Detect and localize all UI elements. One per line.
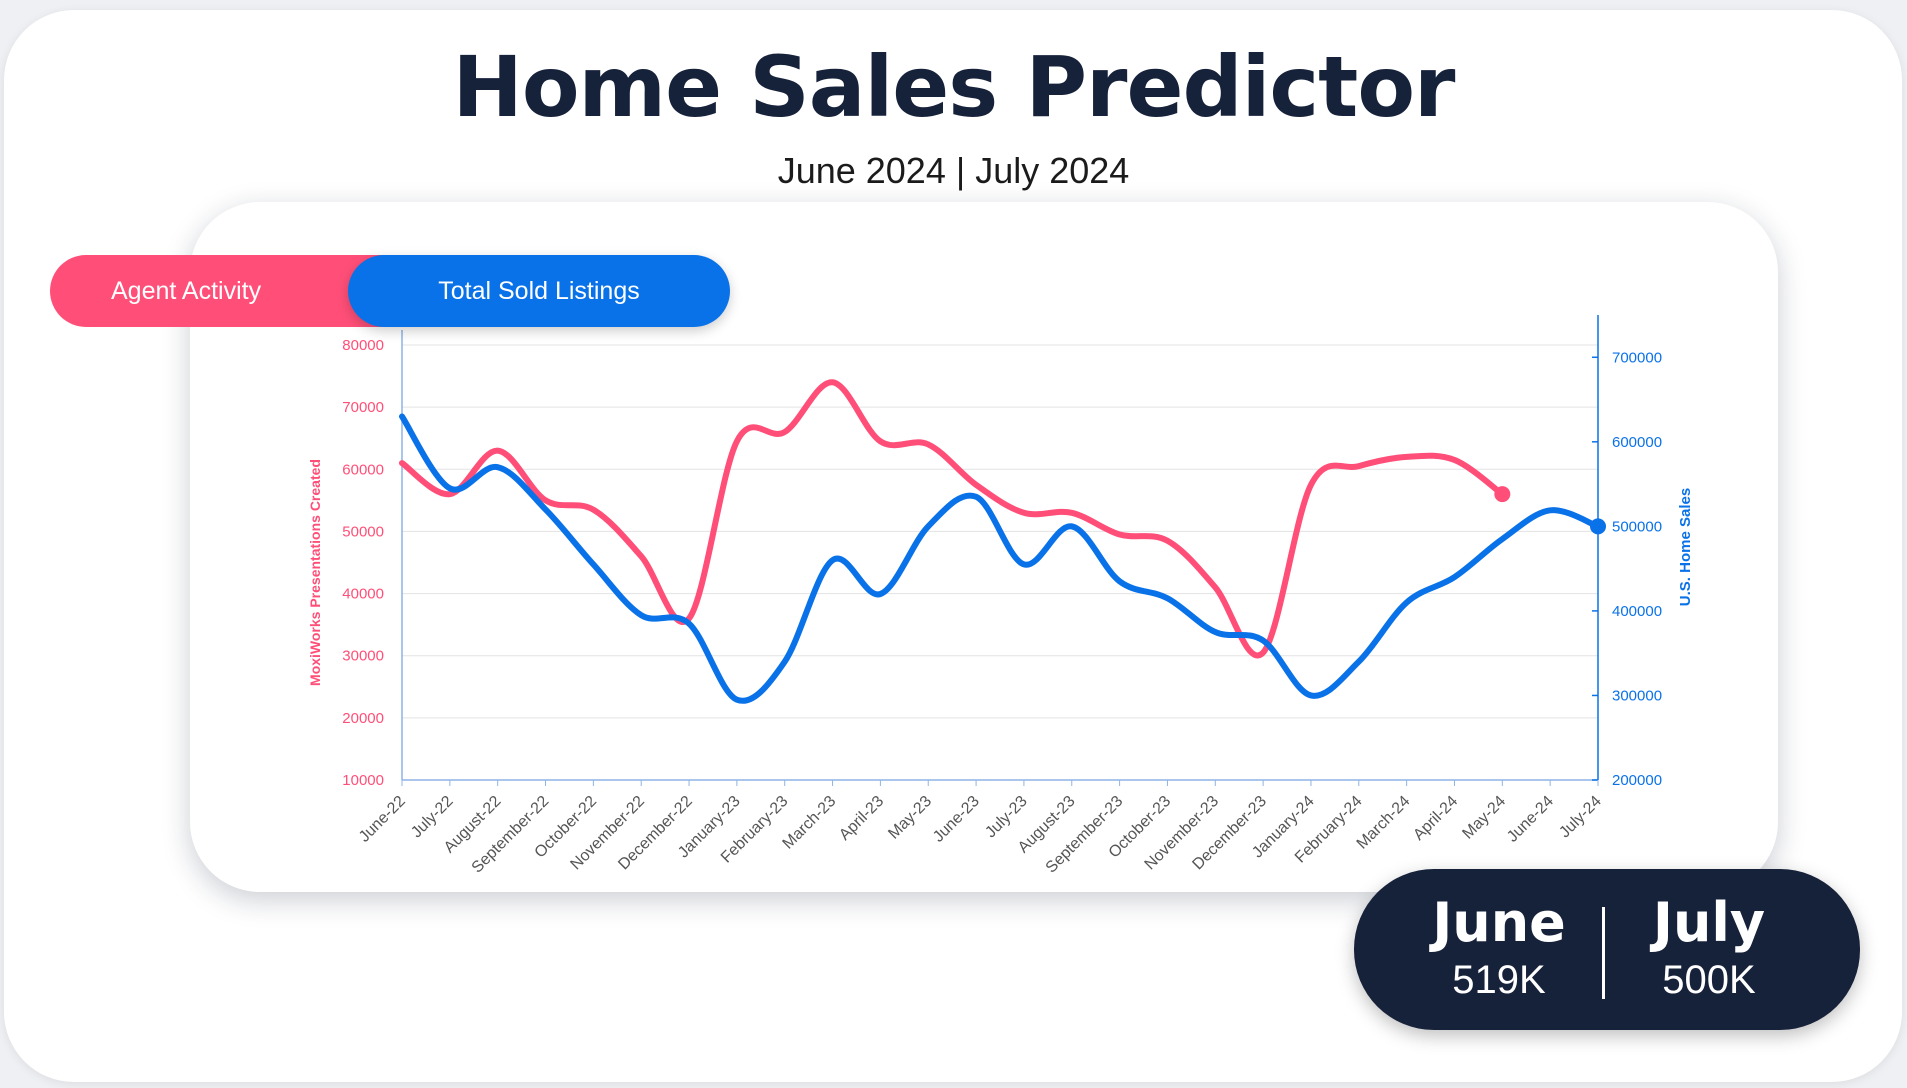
x-tick-label: March-23 (780, 793, 840, 853)
x-tick-label: July-24 (1556, 793, 1605, 842)
x-tick-label: May-24 (1459, 793, 1509, 843)
left-tick-label: 80000 (342, 337, 384, 354)
x-tick-label: July-22 (408, 793, 457, 842)
right-tick-label: 700000 (1612, 349, 1662, 366)
x-tick-label: May-23 (885, 793, 935, 843)
x-tick-label: June-24 (1504, 793, 1557, 846)
x-tick-label: June-23 (930, 793, 983, 846)
right-tick-label: 300000 (1612, 687, 1662, 704)
presentations-series-line (399, 379, 1506, 659)
left-tick-label: 40000 (342, 586, 384, 603)
home-sales-end-point (1590, 518, 1606, 535)
x-tick-label: April-23 (836, 793, 887, 844)
left-tick-label: 70000 (342, 399, 384, 416)
summary-divider (1602, 907, 1605, 999)
july-forecast: July 500K (1594, 891, 1824, 1005)
x-tick-label: March-24 (1354, 793, 1414, 853)
left-tick-label: 60000 (342, 461, 384, 478)
presentations-end-point (1494, 486, 1511, 503)
left-tick-label: 10000 (342, 772, 384, 789)
left-tick-label: 30000 (342, 648, 384, 665)
right-axis-title: U.S. Home Sales (1677, 488, 1694, 606)
right-tick-label: 200000 (1612, 772, 1662, 789)
right-tick-label: 400000 (1612, 603, 1662, 620)
page-title: Home Sales Predictor (452, 38, 1456, 136)
left-axis-title: MoxiWorks Presentations Created (307, 459, 323, 686)
july-month-label: July (1652, 891, 1766, 954)
page-subtitle: June 2024 | July 2024 (777, 150, 1130, 191)
right-tick-label: 600000 (1612, 434, 1662, 451)
left-tick-label: 50000 (342, 523, 384, 540)
forecast-summary: June 519K July 500K (1354, 869, 1860, 1030)
left-tick-label: 20000 (342, 710, 384, 727)
home-sales-series-line (399, 413, 1601, 704)
x-tick-label: June-22 (356, 793, 409, 846)
june-month-label: June (1432, 891, 1566, 954)
toggle-group: Agent Activity Total Sold Listings (50, 255, 730, 327)
x-tick-label: April-24 (1410, 793, 1461, 844)
july-forecast-value: 500K (1662, 958, 1756, 1002)
right-tick-label: 500000 (1612, 518, 1662, 535)
june-forecast: June 519K (1384, 891, 1614, 1005)
x-tick-label: July-23 (982, 793, 1031, 842)
june-forecast-value: 519K (1452, 958, 1546, 1002)
total-sold-listings-tab[interactable]: Total Sold Listings (348, 255, 730, 327)
